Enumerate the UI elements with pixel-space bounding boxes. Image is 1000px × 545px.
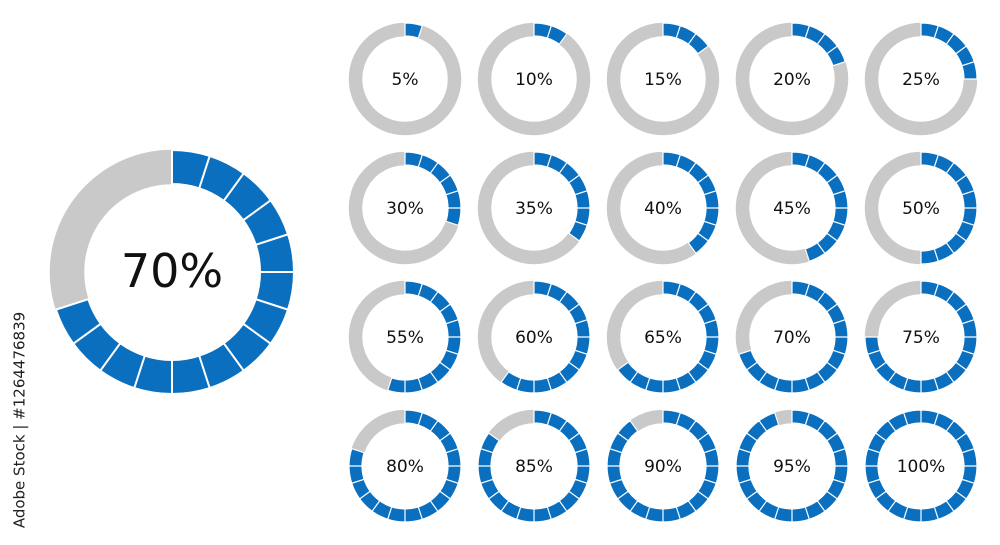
percent-label: 5%: [392, 70, 419, 90]
percent-label: 60%: [515, 328, 553, 348]
progress-arc: [533, 22, 568, 46]
progress-arc: [662, 151, 720, 255]
progress-arc: [477, 409, 591, 523]
percent-label: 15%: [644, 70, 682, 90]
progress-arc: [791, 151, 849, 263]
percent-label: 95%: [773, 457, 811, 477]
progress-arc: [616, 280, 720, 394]
progress-arc: [864, 409, 978, 523]
percent-label: 40%: [644, 199, 682, 219]
percent-label: 25%: [902, 70, 940, 90]
progress-arc: [54, 148, 296, 396]
percent-label: 90%: [644, 457, 682, 477]
progress-arc: [500, 280, 591, 394]
progress-arc: [606, 409, 720, 523]
percent-label: 35%: [515, 199, 553, 219]
progress-arc: [386, 280, 462, 394]
progress-arc: [662, 22, 710, 55]
percent-label: 50%: [902, 199, 940, 219]
progress-arc: [920, 151, 978, 265]
progress-arc: [864, 280, 978, 394]
percent-label: 45%: [773, 199, 811, 219]
percent-label: 75%: [902, 328, 940, 348]
percent-label: 85%: [515, 457, 553, 477]
percent-label: 70%: [121, 244, 223, 298]
percent-label: 70%: [773, 328, 811, 348]
percent-label: 10%: [515, 70, 553, 90]
progress-arc: [735, 409, 849, 523]
progress-arc: [533, 151, 591, 242]
progress-arc: [404, 151, 462, 227]
watermark: Adobe Stock | #1264476839: [11, 312, 29, 528]
progress-arc: [920, 22, 978, 80]
progress-arc: [348, 409, 462, 523]
percent-label: 65%: [644, 328, 682, 348]
progress-arc: [404, 22, 424, 39]
percent-label: 100%: [897, 457, 946, 477]
percent-label: 80%: [386, 457, 424, 477]
progress-arc: [791, 22, 847, 67]
percent-label: 30%: [386, 199, 424, 219]
percent-label: 20%: [773, 70, 811, 90]
percent-label: 55%: [386, 328, 424, 348]
progress-arc: [737, 280, 849, 394]
